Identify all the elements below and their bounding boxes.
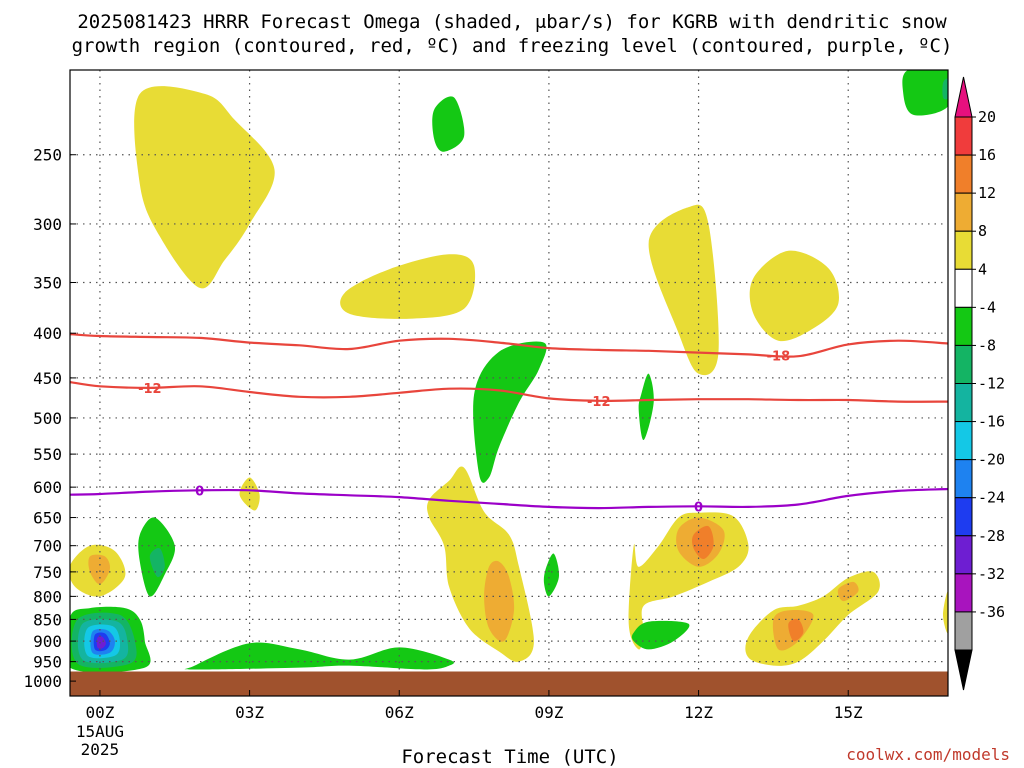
y-tick-label-1000: 1000 [23, 672, 62, 691]
omega-region-10 [88, 554, 111, 585]
colorbar-label-13: -36 [978, 603, 1005, 621]
ground-layer [70, 671, 948, 696]
x-year-label: 2025 [81, 740, 120, 759]
colorbar-segment-13 [954, 611, 973, 651]
colorbar-segment-9 [954, 459, 973, 499]
grid-layer [70, 70, 948, 672]
y-tick-label-350: 350 [33, 273, 62, 292]
y-tick-label-400: 400 [33, 324, 62, 343]
y-tick-label-600: 600 [33, 478, 62, 497]
x-axis-label: Forecast Time (UTC) [401, 746, 618, 768]
omega-region-11 [484, 560, 515, 642]
omega-region-3 [749, 250, 839, 342]
plot-frame [69, 69, 949, 697]
x-tick-label-12Z: 12Z [684, 703, 713, 722]
colorbar-segment-10 [954, 497, 973, 537]
omega-region-1 [340, 254, 476, 319]
colorbar-segment-2 [954, 192, 973, 232]
colorbar-bottom-arrow [954, 649, 973, 691]
colorbar-label-0: 20 [978, 108, 996, 126]
chart-title-line2: growth region (contoured, red, ºC) and f… [72, 35, 953, 57]
omega-region-27 [149, 548, 165, 578]
x-tick-label-00Z: 00Z [85, 703, 114, 722]
omega-region-28 [942, 78, 948, 100]
colorbar: 20 16 12 8 4 -4 -8 -12 -16 -20 -24 -28 -32 -36 [954, 76, 1005, 691]
colorbar-label-2: 12 [978, 184, 996, 202]
omega-region-15 [692, 525, 714, 560]
x-tick-label-15Z: 15Z [834, 703, 863, 722]
contour-label-dgz-lower-0: -12 [138, 382, 162, 397]
x-date-label: 15AUG [76, 722, 124, 741]
colorbar-segment-3 [954, 230, 973, 270]
y-tick-label-650: 650 [33, 509, 62, 528]
credit-text: coolwx.com/models [846, 745, 1010, 764]
y-tick-label-900: 900 [33, 632, 62, 651]
colorbar-label-11: -28 [978, 527, 1005, 545]
colorbar-label-1: 16 [978, 146, 996, 164]
colorbar-label-5: -4 [978, 298, 996, 316]
y-tick-label-250: 250 [33, 146, 62, 165]
omega-region-4 [239, 477, 260, 511]
colorbar-top-arrow [954, 76, 973, 118]
contour-label-dgz-lower-1: -12 [587, 395, 611, 410]
contour-label-freezing-level-1: 0 [694, 500, 703, 515]
contour-layer [70, 333, 948, 510]
colorbar-label-12: -32 [978, 565, 1005, 583]
colorbar-segment-0 [954, 116, 973, 156]
colorbar-segment-5 [954, 306, 973, 346]
x-tick-label-06Z: 06Z [385, 703, 414, 722]
omega-region-23 [631, 620, 690, 650]
colorbar-segment-7 [954, 383, 973, 423]
omega-region-17 [432, 96, 465, 152]
y-tick-label-500: 500 [33, 409, 62, 428]
omega-shading-layer [70, 70, 948, 673]
contour-label-freezing-level-0: 0 [195, 484, 204, 499]
x-tick-label-03Z: 03Z [235, 703, 264, 722]
y-tick-label-700: 700 [33, 537, 62, 556]
ground-fill [70, 671, 948, 696]
colorbar-label-6: -8 [978, 336, 996, 354]
omega-region-22 [543, 553, 560, 597]
omega-region-16 [788, 618, 804, 642]
contour-labels: -18 -12 -12 0 0 [138, 349, 791, 515]
colorbar-label-9: -20 [978, 451, 1005, 469]
colorbar-label-8: -16 [978, 413, 1005, 431]
omega-region-18 [902, 70, 948, 116]
y-tick-label-850: 850 [33, 610, 62, 629]
contour-freezing-level [70, 487, 948, 510]
omega-region-2 [648, 204, 719, 376]
omega-region-24 [184, 642, 454, 670]
omega-region-20 [638, 373, 654, 441]
contour-label-dgz-upper-0: -18 [767, 349, 791, 364]
y-tick-label-950: 950 [33, 653, 62, 672]
chart-title-line1: 2025081423 HRRR Forecast Omega (shaded, … [77, 11, 947, 33]
colorbar-label-10: -24 [978, 489, 1005, 507]
contour-dgz-lower [70, 381, 948, 403]
omega-region-33 [96, 636, 106, 649]
y-tick-label-800: 800 [33, 587, 62, 606]
omega-region-19 [473, 341, 547, 483]
axes-layer: 250 300 350 400 450 500 550 600 650 700 750 800 850 9… [23, 69, 949, 759]
omega-region-9 [943, 591, 948, 634]
y-tick-label-750: 750 [33, 563, 62, 582]
colorbar-segment-11 [954, 535, 973, 575]
colorbar-label-3: 8 [978, 222, 987, 240]
colorbar-segment-4 [954, 268, 973, 308]
contour-dgz-upper [70, 333, 948, 358]
omega-region-0 [134, 86, 275, 289]
colorbar-segment-1 [954, 154, 973, 194]
y-tick-label-450: 450 [33, 369, 62, 388]
y-tick-label-550: 550 [33, 445, 62, 464]
x-tick-label-09Z: 09Z [534, 703, 563, 722]
colorbar-segment-6 [954, 344, 973, 384]
colorbar-segment-8 [954, 421, 973, 461]
colorbar-segment-12 [954, 573, 973, 613]
colorbar-label-4: 4 [978, 260, 987, 278]
y-tick-label-300: 300 [33, 215, 62, 234]
colorbar-label-7: -12 [978, 375, 1005, 393]
omega-region-6 [427, 466, 534, 662]
